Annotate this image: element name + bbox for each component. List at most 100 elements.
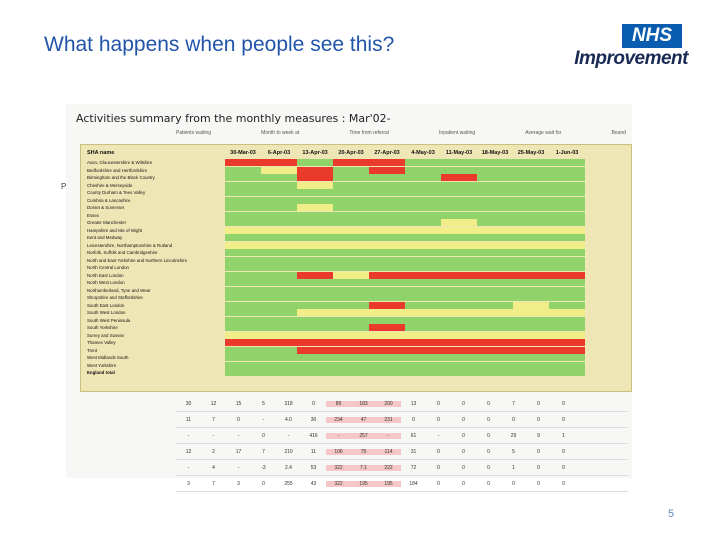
- lower-table-cell: 7: [262, 448, 265, 455]
- status-cell: [261, 369, 297, 377]
- status-cell: [297, 271, 333, 279]
- lower-table-cell: 0: [462, 464, 465, 471]
- status-cell: [513, 271, 549, 279]
- status-cell: [261, 204, 297, 212]
- lower-table-cell: 5: [262, 400, 265, 407]
- lower-table-cell: 29: [510, 432, 517, 439]
- status-cell: [513, 369, 549, 377]
- status-cell: [369, 219, 405, 227]
- lower-table-cell: 3: [187, 480, 190, 487]
- status-cell: [297, 346, 333, 354]
- lower-table-cell: -: [326, 432, 351, 439]
- status-cell: [513, 249, 549, 257]
- lower-table-cell: 61: [410, 432, 417, 439]
- lower-table-cell: 11: [310, 448, 317, 455]
- status-cell: [261, 174, 297, 182]
- status-cell: [369, 361, 405, 369]
- lower-table-cell: 0: [437, 464, 440, 471]
- status-cell: [549, 249, 585, 257]
- status-cell: [297, 309, 333, 317]
- status-cell: [333, 211, 369, 219]
- status-cell: [405, 294, 441, 302]
- status-cell: [261, 264, 297, 272]
- status-cell: [441, 339, 477, 347]
- lower-table-cell: 416: [309, 432, 318, 439]
- status-cell: [513, 286, 549, 294]
- status-cell: [297, 204, 333, 212]
- status-cell: [549, 286, 585, 294]
- status-cell: [369, 339, 405, 347]
- lower-table-cell: 0: [462, 448, 465, 455]
- status-cell: [441, 189, 477, 197]
- status-cell: [441, 324, 477, 332]
- status-cell: [369, 346, 405, 354]
- table-row: North Central London: [85, 264, 627, 272]
- status-cell: [513, 159, 549, 167]
- lower-table-cell: -: [262, 416, 265, 423]
- sha-name: North East London: [87, 272, 124, 278]
- sha-name: Essex: [87, 212, 99, 218]
- sha-name: Thames Valley: [87, 340, 116, 346]
- date-column-header: 1-Jun-03: [555, 150, 579, 156]
- status-cell: [297, 211, 333, 219]
- lower-table-cell: 0: [412, 416, 415, 423]
- status-cell: [405, 226, 441, 234]
- status-cell: [225, 249, 261, 257]
- lower-table-cell: 0: [487, 464, 490, 471]
- status-cell: [261, 189, 297, 197]
- status-cell: [441, 159, 477, 167]
- status-cell: [261, 286, 297, 294]
- status-cell: [405, 181, 441, 189]
- status-cell: [261, 309, 297, 317]
- status-cell: [225, 219, 261, 227]
- status-cell: [225, 339, 261, 347]
- status-cell: [549, 196, 585, 204]
- lower-table-cell: 1: [562, 432, 565, 439]
- status-cell: [297, 324, 333, 332]
- status-cell: [333, 301, 369, 309]
- status-cell: [441, 249, 477, 257]
- status-cell: [405, 234, 441, 242]
- status-cell: [549, 219, 585, 227]
- lower-table-cell: 231: [376, 416, 401, 423]
- status-cell: [405, 219, 441, 227]
- status-cell: [225, 196, 261, 204]
- lower-table-cell: 0: [487, 400, 490, 407]
- status-cell: [333, 249, 369, 257]
- status-cell: [441, 294, 477, 302]
- lower-table-cell: 5: [512, 448, 515, 455]
- status-cell: [513, 324, 549, 332]
- status-cell: [333, 181, 369, 189]
- status-cell: [405, 271, 441, 279]
- lower-table-cell: 0: [537, 480, 540, 487]
- lower-table-cell: -: [212, 432, 215, 439]
- status-cell: [261, 211, 297, 219]
- status-cell: [549, 264, 585, 272]
- status-cell: [513, 256, 549, 264]
- date-column-header: 4-May-03: [411, 150, 435, 156]
- status-cell: [513, 234, 549, 242]
- lower-numbers-table: 30 12 15 5 318 0 89 183 200 13 0 0 0 7 0 0 11 7 0-4.0 30 234…: [176, 396, 628, 492]
- status-cell: [405, 264, 441, 272]
- table-row: Northumberland, Tyne and Wear: [85, 286, 627, 295]
- lower-table-cell: 0: [562, 464, 565, 471]
- date-column-header: 13-Apr-03: [302, 150, 328, 156]
- status-cell: [333, 264, 369, 272]
- lower-table-cell: 30: [310, 416, 317, 423]
- lower-table-cell: -: [437, 432, 440, 439]
- status-cell: [225, 324, 261, 332]
- status-cell: [405, 316, 441, 324]
- table-row: Bedfordshire and Hertfordshire: [85, 166, 627, 175]
- report-title: Activities summary from the monthly meas…: [76, 112, 391, 125]
- status-cell: [549, 361, 585, 369]
- status-cell: [513, 219, 549, 227]
- status-cell: [513, 361, 549, 369]
- status-cell: [441, 181, 477, 189]
- status-cell: [297, 339, 333, 347]
- date-column-header: 25-May-03: [517, 150, 545, 156]
- status-cell: [513, 294, 549, 302]
- table-row: North and East Yorkshire and Northern Li…: [85, 256, 627, 265]
- table-row: County Durham & Tees Valley: [85, 189, 627, 197]
- nhs-improvement-logo: NHS Improvement: [556, 24, 688, 74]
- status-cell: [477, 204, 513, 212]
